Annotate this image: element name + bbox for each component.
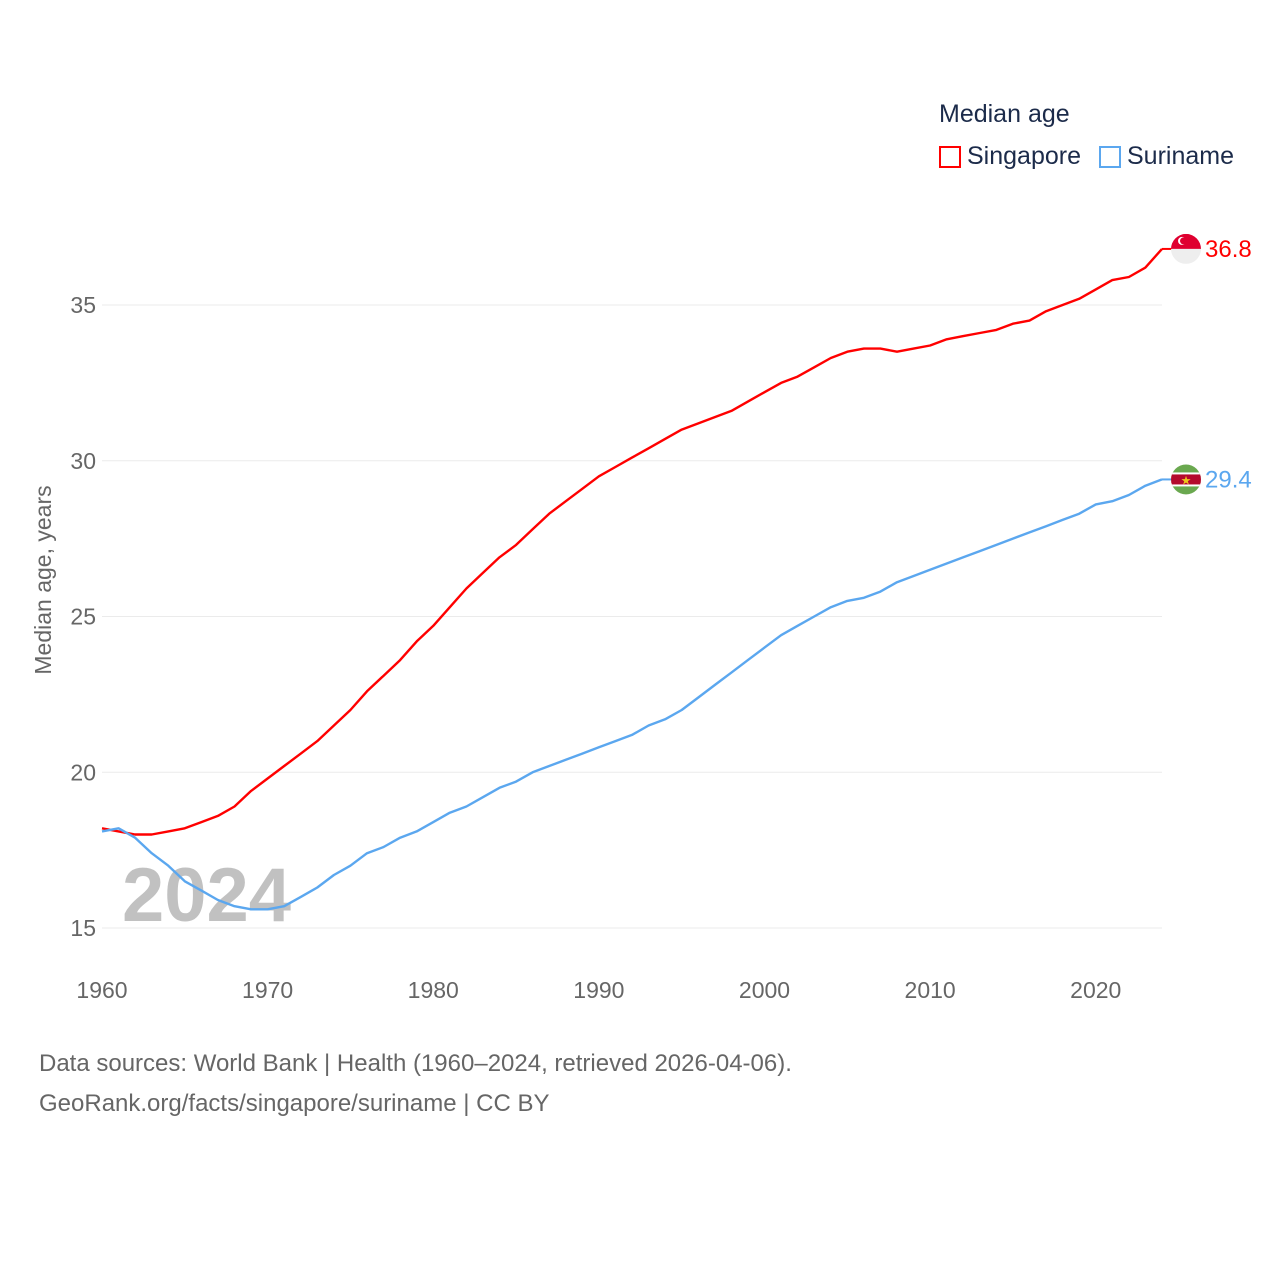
suriname-flag-icon: ★: [1171, 464, 1201, 495]
x-tick-label: 1990: [573, 977, 624, 1003]
legend-swatch-singapore: [939, 145, 961, 168]
end-value-label: 29.4: [1205, 466, 1252, 493]
legend-label: Suriname: [1126, 142, 1234, 170]
y-tick-label: 25: [70, 604, 96, 630]
legend-item-suriname[interactable]: Suriname: [1098, 142, 1234, 171]
y-tick-label: 30: [70, 448, 96, 474]
svg-text:★: ★: [1181, 473, 1192, 487]
legend: Singapore Suriname: [939, 142, 1234, 171]
x-tick-label: 2000: [739, 977, 790, 1003]
legend-label: Singapore: [967, 142, 1081, 170]
data-source-text: Data sources: World Bank | Health (1960–…: [39, 1050, 792, 1077]
singapore-flag-icon: [1171, 233, 1201, 264]
series-line-singapore: [101, 248, 1163, 836]
x-tick-label: 1960: [76, 977, 127, 1003]
y-tick-label: 20: [70, 759, 96, 785]
legend-swatch-suriname: [1098, 145, 1121, 168]
x-tick-label: 2020: [1070, 977, 1121, 1003]
y-axis-label: Median age, years: [30, 485, 56, 674]
legend-title: Median age: [939, 100, 1070, 128]
series-line-suriname: [101, 478, 1163, 911]
y-tick-label: 15: [70, 915, 96, 941]
y-tick-label: 35: [70, 292, 96, 318]
footer: Data sources: World Bank | Health (1960–…: [39, 1044, 792, 1124]
x-tick-label: 2010: [905, 977, 956, 1003]
legend-item-singapore[interactable]: Singapore: [939, 142, 1081, 171]
end-value-label: 36.8: [1205, 236, 1252, 263]
x-tick-label: 1980: [408, 977, 459, 1003]
x-tick-label: 1970: [242, 977, 293, 1003]
year-watermark: 2024: [122, 853, 291, 938]
source-link[interactable]: GeoRank.org/facts/singapore/suriname | C…: [39, 1090, 550, 1117]
